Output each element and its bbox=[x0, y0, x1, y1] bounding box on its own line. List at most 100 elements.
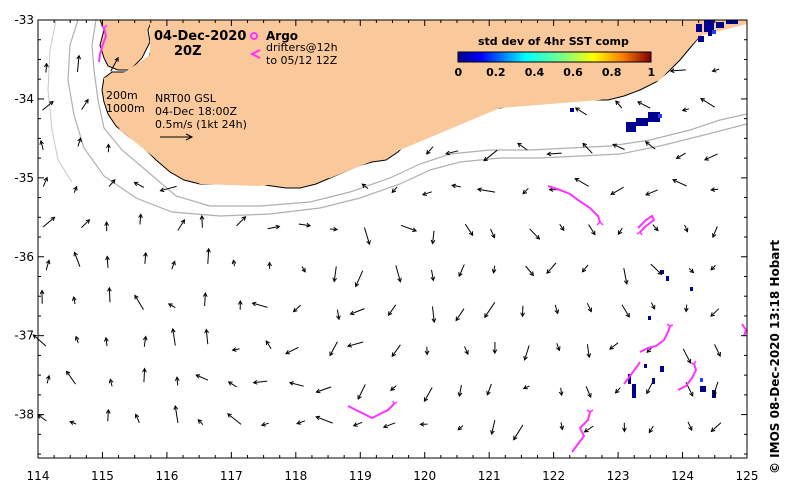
current-vector bbox=[160, 185, 177, 192]
current-vector-head bbox=[513, 435, 518, 441]
current-vector bbox=[252, 302, 268, 308]
current-vector-head bbox=[357, 394, 362, 400]
current-vector bbox=[452, 184, 461, 188]
current-vector-head bbox=[651, 304, 656, 310]
current-vector bbox=[336, 309, 340, 320]
current-vector-head bbox=[653, 226, 659, 232]
drifter-track bbox=[637, 214, 656, 233]
drifter-tracks bbox=[98, 27, 748, 453]
current-vector-head bbox=[32, 334, 38, 339]
current-vector-head bbox=[688, 426, 693, 432]
current-vector-head bbox=[332, 277, 337, 283]
current-vector-head bbox=[535, 235, 541, 240]
current-vector-head bbox=[315, 388, 321, 394]
current-vector bbox=[361, 183, 369, 189]
current-vector-head bbox=[558, 391, 564, 397]
current-vector-head bbox=[657, 270, 663, 276]
current-vector bbox=[556, 343, 560, 351]
current-vector-head bbox=[546, 151, 552, 157]
current-vector-head bbox=[574, 177, 580, 183]
current-vector-head bbox=[491, 233, 496, 239]
current-vector-head bbox=[522, 385, 528, 390]
current-vector bbox=[582, 264, 589, 273]
current-vector bbox=[355, 270, 364, 287]
map-time: 20Z bbox=[174, 44, 202, 59]
current-vector-head bbox=[226, 413, 232, 418]
colorbar-tick-label: 0.4 bbox=[524, 66, 545, 79]
current-vector bbox=[650, 263, 662, 275]
current-vector bbox=[395, 265, 401, 282]
current-vector-head bbox=[681, 107, 687, 112]
current-vector bbox=[676, 152, 686, 159]
current-vector bbox=[265, 340, 272, 350]
current-vector bbox=[204, 293, 206, 307]
current-vector-head bbox=[689, 268, 695, 274]
current-vector bbox=[623, 268, 628, 284]
current-vector-head bbox=[710, 265, 716, 271]
current-vector-head bbox=[237, 299, 243, 305]
current-vector bbox=[712, 226, 718, 238]
current-vector-head bbox=[366, 240, 371, 246]
current-vector-head bbox=[587, 307, 592, 313]
product-label: NRT00 GSL bbox=[155, 92, 216, 105]
lon-tick-label: 117 bbox=[220, 469, 243, 483]
current-vector-head bbox=[583, 428, 589, 433]
colorbar-gradient bbox=[457, 51, 652, 63]
current-vector-head bbox=[142, 367, 147, 373]
current-vector bbox=[621, 304, 630, 318]
current-vector-head bbox=[39, 289, 45, 295]
current-vector-head bbox=[73, 251, 78, 257]
current-vector-head bbox=[301, 267, 306, 273]
current-vector-head bbox=[265, 340, 271, 346]
current-vector-head bbox=[457, 425, 463, 431]
current-vector bbox=[81, 219, 90, 228]
current-vector-head bbox=[423, 397, 429, 403]
current-vector-head bbox=[486, 390, 491, 396]
current-vector-field bbox=[32, 54, 722, 441]
current-vector-head bbox=[612, 143, 618, 148]
current-vector-head bbox=[529, 271, 535, 277]
current-vector-head bbox=[421, 191, 427, 196]
current-vector-head bbox=[315, 415, 321, 421]
vector-scale-label: 0.5m/s (1kt 24h) bbox=[155, 118, 247, 131]
current-vector bbox=[610, 186, 624, 195]
current-vector bbox=[195, 374, 209, 381]
current-vector-head bbox=[617, 230, 623, 236]
current-vector bbox=[652, 224, 659, 231]
current-vector-head bbox=[517, 142, 522, 148]
isobath-200-label: 200m bbox=[106, 89, 138, 102]
current-vector-head bbox=[646, 348, 652, 354]
current-vector-head bbox=[306, 222, 312, 228]
current-vector bbox=[40, 140, 44, 151]
current-vector bbox=[267, 225, 280, 230]
current-vector-head bbox=[582, 142, 587, 148]
current-vector-head bbox=[669, 68, 675, 74]
current-vector bbox=[77, 55, 80, 73]
current-vector-head bbox=[66, 370, 71, 376]
current-vector-head bbox=[197, 419, 203, 424]
current-vector-head bbox=[354, 282, 360, 288]
current-vector-head bbox=[648, 428, 654, 434]
current-vector-head bbox=[464, 350, 469, 356]
current-vector-head bbox=[252, 379, 258, 385]
current-vector-head bbox=[275, 224, 281, 230]
current-vector bbox=[293, 304, 302, 313]
current-vector bbox=[70, 421, 77, 425]
current-vector-head bbox=[468, 231, 474, 237]
current-vector bbox=[357, 384, 366, 400]
drifter-track bbox=[571, 411, 591, 453]
drifter-track bbox=[639, 325, 671, 353]
current-vector bbox=[73, 296, 76, 305]
drifter-markers bbox=[100, 24, 697, 413]
colorbar-tick-label: 0.6 bbox=[563, 66, 583, 79]
current-vector-head bbox=[646, 389, 651, 395]
current-vector bbox=[560, 387, 563, 396]
current-vector bbox=[177, 219, 185, 231]
current-vector-head bbox=[382, 423, 388, 429]
current-vector bbox=[711, 188, 719, 191]
current-vector bbox=[710, 308, 720, 317]
current-vector bbox=[457, 425, 464, 431]
current-vector-head bbox=[445, 150, 451, 156]
isobath-1000-label: 1000m bbox=[106, 102, 145, 115]
current-vector-head bbox=[43, 62, 49, 68]
